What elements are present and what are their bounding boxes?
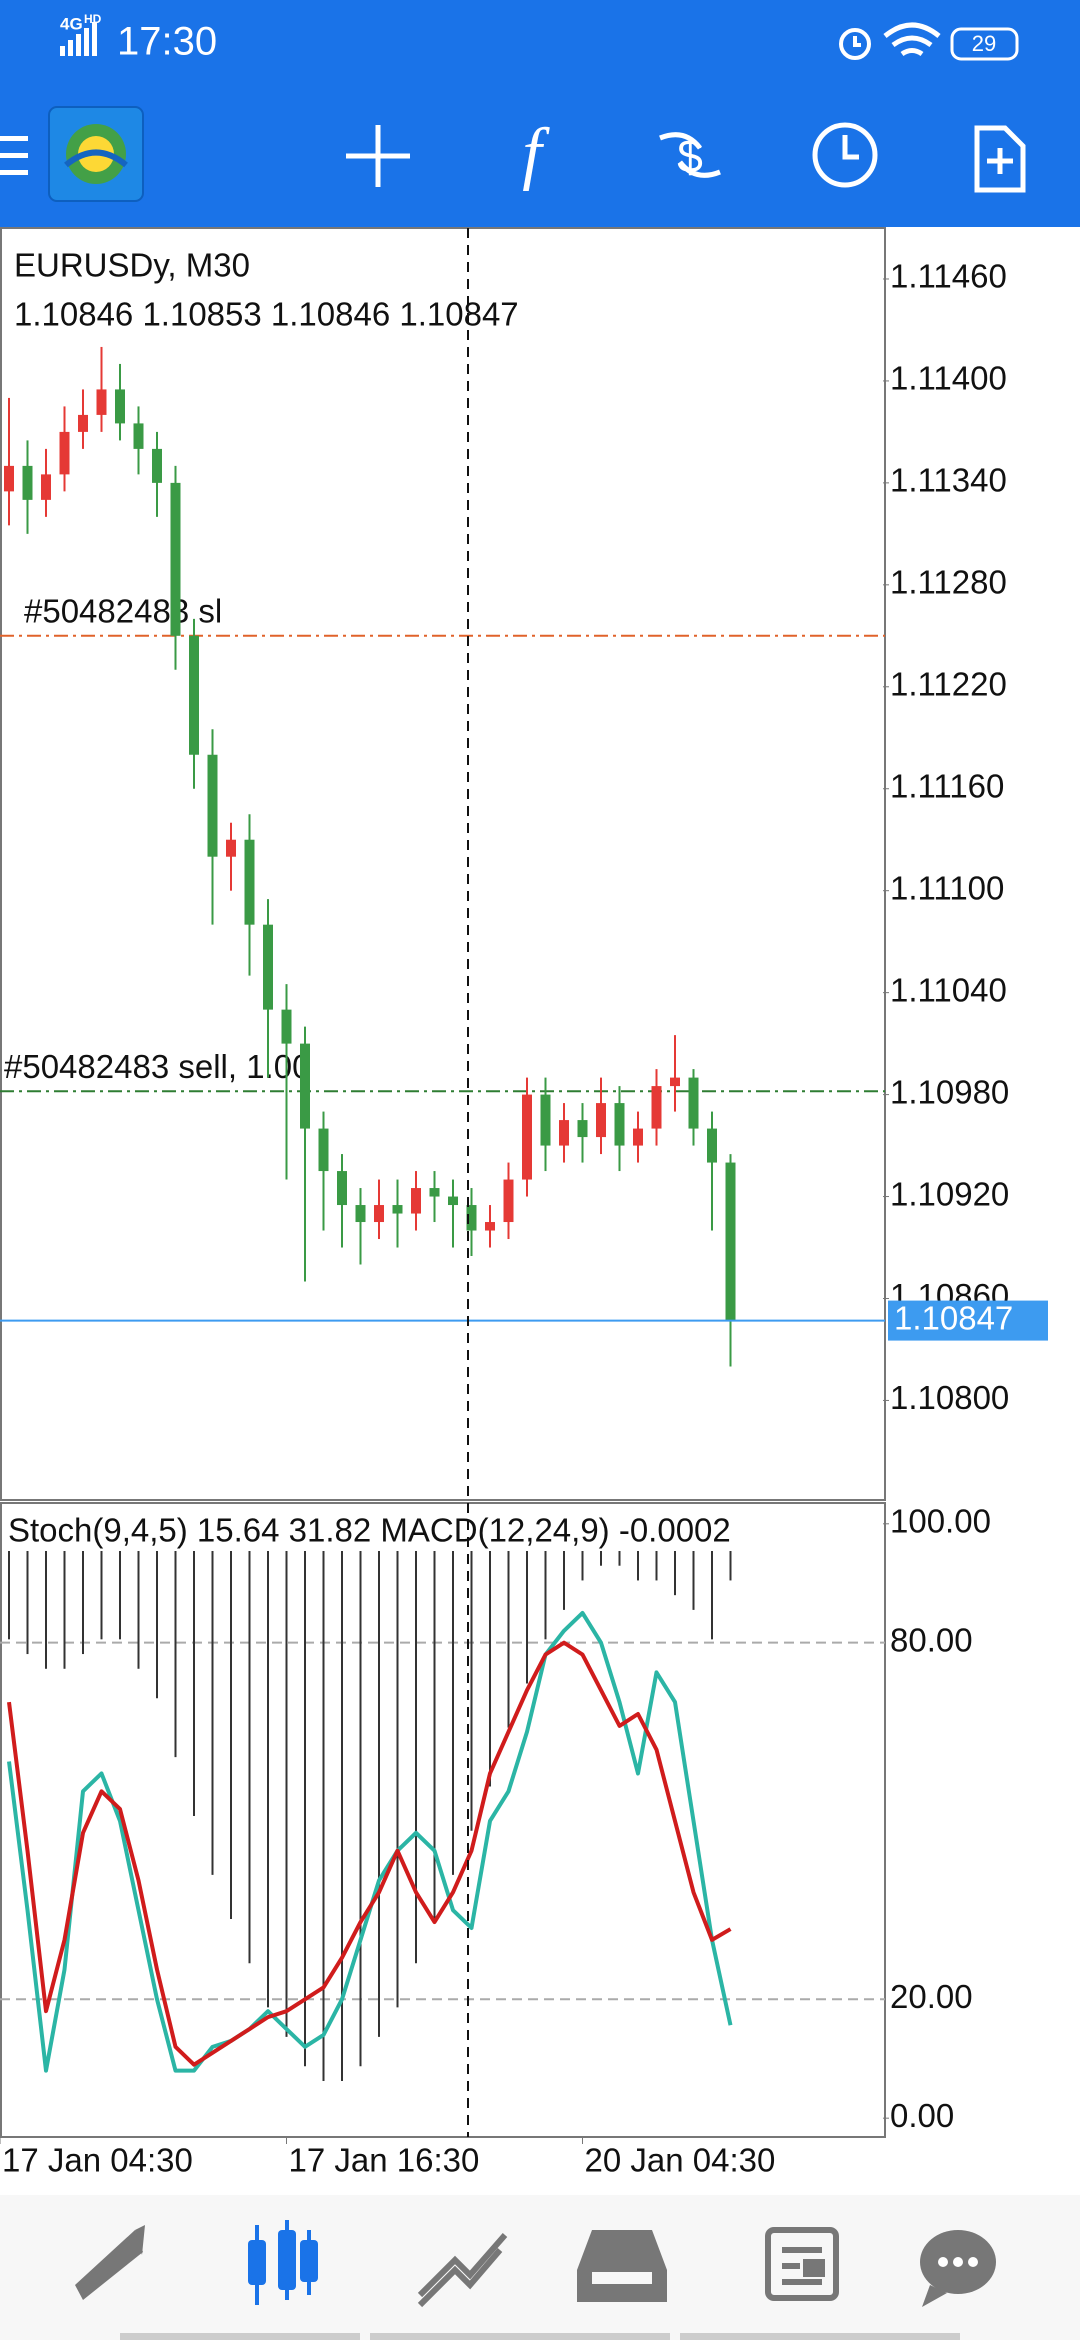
x-tick-label: 20 Jan 04:30: [585, 2142, 776, 2179]
candle-body: [96, 389, 107, 415]
signal-icon: [60, 22, 97, 56]
indicator-panel: [0, 1502, 886, 2138]
y-tick-label: 1.10980: [890, 1073, 1009, 1110]
candle-body: [207, 754, 218, 857]
y-tick-label: 1.11460: [890, 258, 1007, 295]
svg-text:$: $: [677, 130, 703, 182]
order-label: #50482483 sell, 1.00: [4, 1048, 310, 1085]
y-tick-label: 1.11100: [890, 869, 1004, 906]
candle-body: [170, 482, 181, 636]
menu-button[interactable]: [0, 136, 28, 175]
candle-body: [633, 1128, 643, 1146]
candle-body: [337, 1171, 347, 1206]
candle-body: [651, 1086, 662, 1129]
bottom-nav: [0, 2195, 1080, 2340]
new-order-button[interactable]: [974, 125, 1026, 193]
candle-body: [614, 1103, 625, 1146]
candle-body: [281, 1009, 292, 1044]
candle-body: [503, 1179, 514, 1223]
candle-body: [670, 1077, 680, 1087]
candle-body: [115, 389, 125, 424]
candle-body: [226, 839, 236, 857]
gesture-bar: [120, 2333, 960, 2340]
candle-body: [374, 1205, 384, 1223]
battery-icon: [950, 27, 1019, 61]
symbol-title: EURUSDy, M30: [14, 247, 250, 284]
order-label: #50482483 sl: [24, 593, 222, 630]
candle-body: [59, 431, 70, 475]
y-tick-label: 1.11400: [890, 360, 1007, 397]
y-tick-label: 1.11280: [890, 564, 1007, 601]
objects-button[interactable]: $: [659, 130, 721, 182]
y-tick-label: 80.00: [890, 1621, 973, 1658]
news-tab[interactable]: [765, 2227, 839, 2301]
ohlc-readout: 1.10846 1.10853 1.10846 1.10847: [14, 296, 519, 333]
candle-body: [577, 1120, 588, 1138]
candle-body: [540, 1094, 551, 1146]
network-sub: HD: [84, 12, 102, 26]
candle-body: [152, 448, 162, 483]
candle-body: [300, 1043, 310, 1129]
x-tick-label: 17 Jan 16:30: [289, 2142, 480, 2179]
candle-body: [522, 1094, 532, 1180]
y-tick-label: 1.11340: [890, 462, 1007, 499]
candle-body: [485, 1222, 495, 1231]
candle-body: [392, 1205, 403, 1214]
indicator-title: Stoch(9,4,5) 15.64 31.82 MACD(12,24,9) -…: [8, 1512, 731, 1549]
stoch-line: [7, 1640, 732, 2067]
y-tick-label: 1.11160: [890, 767, 1004, 804]
candle-body: [355, 1205, 366, 1223]
trade-tab[interactable]: [417, 2233, 508, 2308]
candle-body: [78, 414, 88, 432]
wifi-icon: [883, 22, 941, 57]
chat-tab[interactable]: [920, 2230, 996, 2307]
y-tick-label: 0.00: [890, 2097, 954, 2134]
candle-body: [559, 1120, 569, 1146]
candle-body: [411, 1188, 421, 1214]
app-header: [0, 0, 1080, 227]
candle-body: [4, 465, 14, 492]
alarm-icon: [839, 28, 871, 60]
network-type: 4G: [60, 14, 83, 33]
y-tick-label: 100.00: [890, 1503, 991, 1540]
y-tick-label: 1.10920: [890, 1175, 1009, 1212]
candle-body: [466, 1205, 477, 1231]
candle-body: [725, 1162, 736, 1321]
bid-box: [888, 1300, 1048, 1341]
candle-body: [596, 1103, 606, 1138]
y-tick-label: 20.00: [890, 1978, 973, 2015]
app-logo[interactable]: [48, 106, 144, 202]
main-panel: [0, 227, 886, 1501]
candle-body: [41, 474, 51, 500]
candle-body: [707, 1128, 717, 1163]
candle-body: [448, 1196, 458, 1206]
candle-body: [22, 465, 33, 500]
battery-level: 29: [972, 31, 996, 56]
crosshair-button[interactable]: [346, 125, 410, 187]
candle-body: [189, 635, 199, 755]
candle-body: [133, 423, 144, 449]
y-tick-label: 1.11220: [890, 666, 1007, 703]
bid-label: 1.10847: [894, 1299, 1013, 1336]
history-tab[interactable]: [577, 2230, 667, 2302]
candle-body: [429, 1188, 440, 1197]
candle-body: [318, 1128, 329, 1172]
chart-tab[interactable]: [248, 2220, 318, 2305]
candle-body: [263, 924, 273, 1010]
clock: 17:30: [117, 20, 217, 64]
quotes-tab[interactable]: [75, 2225, 145, 2300]
y-tick-label: 1.11040: [890, 971, 1007, 1008]
plot-layer: 1.11460 1.11400 1.11340 1.11280 1.11220 1.111…: [0, 258, 1009, 2134]
y-tick-label: 1.10800: [890, 1379, 1009, 1416]
candle-body: [244, 839, 255, 925]
timeframe-button[interactable]: [812, 122, 878, 188]
x-tick-label: 17 Jan 04:30: [2, 2142, 193, 2179]
candle-body: [688, 1077, 699, 1129]
